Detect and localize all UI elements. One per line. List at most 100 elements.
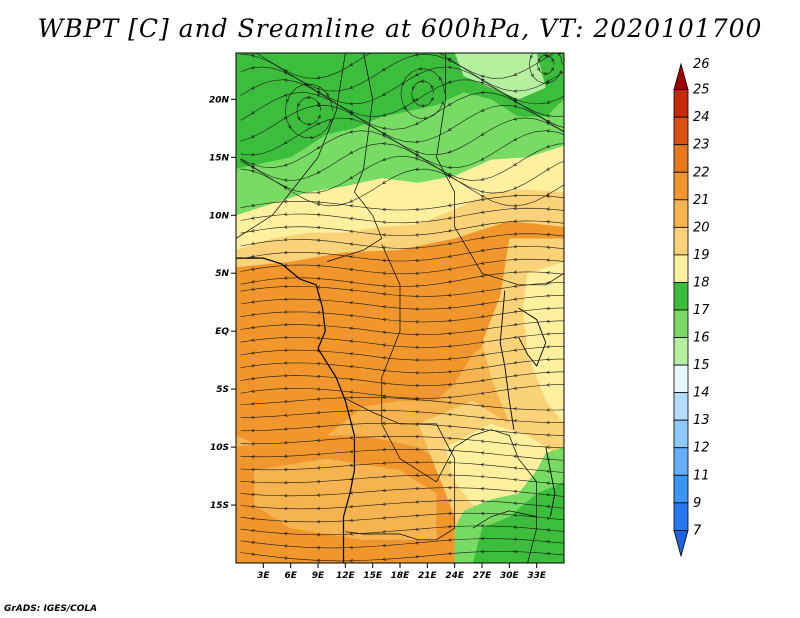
streamline-arrow: [250, 54, 255, 58]
streamline-arrow: [316, 493, 321, 497]
streamline-arrow: [382, 502, 386, 506]
streamline-arrow: [480, 74, 485, 79]
streamline-arrow: [250, 517, 255, 521]
streamline-arrow: [480, 439, 485, 443]
west-african-coastline: [236, 257, 356, 563]
streamline-arrow: [349, 477, 354, 481]
streamline-arrow: [480, 365, 485, 370]
streamline-arrow: [447, 344, 452, 348]
streamline-arrow: [303, 82, 308, 86]
streamline-arrow: [250, 134, 255, 138]
streamline-arrow: [558, 70, 562, 74]
lon-tick-label: 33E: [527, 571, 547, 581]
streamline-arrow: [513, 348, 517, 352]
streamline-arrow: [283, 427, 288, 431]
colorbar-level-label: 13: [693, 413, 710, 428]
colorbar-level-label: 12: [693, 441, 710, 456]
streamline-arrow: [250, 241, 255, 246]
colorbar-top-triangle: [673, 62, 689, 91]
streamline-arrow: [381, 233, 386, 237]
streamline-arrow: [316, 349, 321, 353]
streamline-arrow: [349, 339, 354, 343]
streamline-arrow: [250, 529, 255, 533]
boundary-zambia: [472, 510, 537, 529]
streamline-arrow: [414, 486, 419, 491]
boundary-sudan: [436, 53, 564, 286]
streamline-arrow: [382, 330, 386, 335]
streamline-arrow: [480, 511, 485, 516]
streamline-arrow: [447, 102, 452, 106]
streamline-arrow: [447, 165, 452, 170]
streamline-arrow: [349, 436, 354, 440]
streamline-arrow: [513, 219, 517, 223]
streamline-arrow: [480, 261, 485, 265]
streamline-arrow: [250, 467, 255, 472]
streamline-arrow: [283, 441, 288, 445]
streamline-arrow: [382, 113, 386, 117]
streamline-arrow: [382, 368, 386, 373]
colorbar-swatch: [673, 144, 689, 173]
streamline-vortex: [284, 83, 333, 139]
streamline-arrow: [349, 229, 353, 234]
streamline-arrow: [381, 284, 386, 288]
boundary-central-north: [327, 53, 383, 262]
streamline-vortex: [411, 80, 434, 107]
streamline-arrow: [480, 537, 485, 541]
streamline-arrow: [550, 67, 554, 71]
streamline-arrow: [316, 251, 321, 255]
streamline-arrow: [546, 220, 550, 224]
streamline-arrow: [250, 351, 255, 355]
streamline-arrow: [382, 448, 386, 452]
streamline-arrow: [421, 104, 426, 108]
streamline-arrow: [447, 80, 452, 84]
lat-tick-label: 5S: [216, 385, 229, 395]
streamline-arrow: [546, 457, 550, 462]
streamline-vortex: [296, 97, 321, 125]
lon-tick-label: 12E: [336, 571, 356, 581]
streamline-arrow: [447, 486, 452, 490]
lat-tick-label: 15S: [210, 501, 229, 511]
streamline-arrow: [447, 412, 452, 417]
streamline-arrow: [382, 395, 386, 400]
streamline-arrow: [545, 294, 550, 298]
lon-tick-label: 15E: [363, 571, 383, 581]
streamline-arrow: [414, 555, 419, 559]
streamline-arrow: [447, 229, 452, 233]
lat-tick-label: 10S: [210, 443, 229, 453]
streamline-arrow: [250, 300, 255, 304]
streamline-arrow: [513, 99, 518, 103]
streamline-arrow: [447, 369, 452, 374]
streamline-arrow: [283, 93, 288, 97]
streamline-arrow: [447, 318, 452, 323]
streamline-arrow: [316, 424, 321, 429]
field-green-light-patch: [454, 53, 546, 100]
streamline-arrow: [546, 258, 550, 262]
streamline-arrow: [543, 53, 548, 57]
streamline-arrow: [447, 498, 452, 503]
streamline-arrow: [250, 364, 255, 368]
streamline-arrow: [414, 284, 419, 288]
streamline-arrow: [414, 371, 419, 375]
streamline-arrow: [349, 449, 354, 454]
streamline-arrow: [349, 199, 354, 203]
streamline-arrow: [382, 434, 386, 439]
field-orange-core: [236, 221, 564, 448]
streamline-arrow: [382, 317, 386, 322]
streamline-arrow: [447, 65, 452, 70]
streamline-arrow: [546, 408, 550, 412]
streamline-arrow: [513, 310, 517, 314]
streamline-arrow: [513, 137, 518, 141]
streamline-arrow: [414, 140, 419, 144]
streamline-arrow: [414, 345, 419, 349]
streamline-arrow: [480, 91, 485, 95]
streamline-arrow: [447, 424, 452, 428]
streamline-arrow: [250, 505, 255, 509]
streamline-arrow: [382, 220, 386, 224]
streamline-arrow: [382, 461, 386, 465]
streamline-arrow: [513, 550, 517, 554]
streamline-arrow: [546, 232, 550, 237]
streamline-arrow: [546, 271, 550, 275]
lon-tick-label: 27E: [473, 571, 493, 581]
streamline-arrow: [283, 361, 288, 365]
streamline-arrow: [447, 473, 452, 477]
